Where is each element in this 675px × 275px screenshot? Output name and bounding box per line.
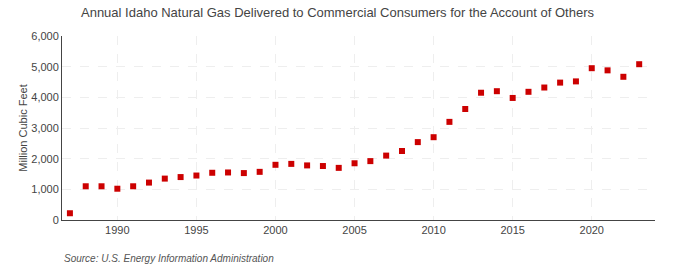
svg-text:Source: U.S. Energy Informatio: Source: U.S. Energy Information Administ… [64,253,274,264]
svg-text:2,000: 2,000 [31,153,59,165]
svg-text:5,000: 5,000 [31,61,59,73]
svg-text:1,000: 1,000 [31,183,59,195]
svg-text:3,000: 3,000 [31,122,59,134]
svg-text:0: 0 [53,214,59,226]
svg-text:2005: 2005 [342,224,366,236]
svg-text:1990: 1990 [105,224,129,236]
svg-text:2000: 2000 [263,224,287,236]
svg-text:2015: 2015 [500,224,524,236]
svg-text:1995: 1995 [184,224,208,236]
svg-text:Million Cubic Feet: Million Cubic Feet [17,84,29,171]
svg-text:4,000: 4,000 [31,91,59,103]
svg-text:Annual Idaho Natural Gas Deliv: Annual Idaho Natural Gas Delivered to Co… [81,5,595,20]
svg-text:2020: 2020 [580,224,604,236]
svg-text:2010: 2010 [421,224,445,236]
svg-text:6,000: 6,000 [31,30,59,42]
